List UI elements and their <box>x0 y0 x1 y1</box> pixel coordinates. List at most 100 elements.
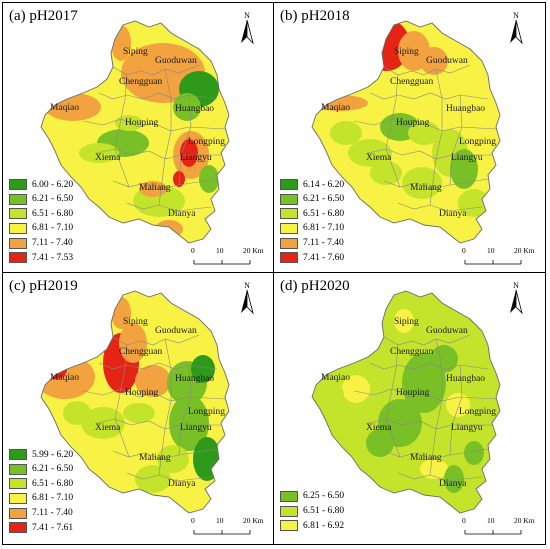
town-label: Houping <box>396 118 430 128</box>
town-label: Houping <box>396 388 430 398</box>
legend-label: 6.51 - 6.80 <box>303 506 345 517</box>
legend-swatch <box>280 222 298 234</box>
legend-swatch <box>9 522 27 534</box>
town-label: Siping <box>123 317 148 327</box>
legend-swatch <box>9 463 27 475</box>
scale-tick-label: 10 <box>487 246 495 255</box>
legend: 6.25 - 6.50 6.51 - 6.80 6.81 - 6.92 <box>280 489 344 533</box>
north-arrow-icon: N <box>236 279 258 315</box>
ph-zone <box>420 47 448 75</box>
legend-swatch <box>9 252 27 264</box>
legend-label: 5.99 - 6.20 <box>32 449 74 460</box>
town-label: Maliang <box>139 453 171 463</box>
legend-item: 7.41 - 7.53 <box>9 250 73 265</box>
figure-frame <box>2 2 546 545</box>
legend-label: 6.51 - 6.80 <box>303 208 345 219</box>
legend-item: 6.21 - 6.50 <box>9 462 73 477</box>
legend-label: 6.21 - 6.50 <box>303 194 345 205</box>
legend-item: 7.11 - 7.40 <box>9 236 73 251</box>
ph-zone <box>342 375 370 403</box>
town-label: Siping <box>394 47 419 57</box>
town-label: Xiema <box>95 153 121 163</box>
subdistrict-boundary <box>353 388 497 402</box>
legend: 6.00 - 6.20 6.21 - 6.50 6.51 - 6.80 6.81 - … <box>9 177 73 265</box>
choropleth-map: Siping Guoduwan Chengguan Maqiao Huangbao Hou… <box>40 290 230 514</box>
town-label: Xiema <box>366 153 392 163</box>
town-label: Houping <box>125 118 159 128</box>
legend-swatch <box>280 520 298 532</box>
legend-item: 6.51 - 6.80 <box>9 207 73 222</box>
north-label: N <box>513 11 519 20</box>
legend-swatch <box>280 193 298 205</box>
town-label: Longping <box>188 137 225 147</box>
ph-zone <box>444 465 464 493</box>
town-label: Guoduwan <box>155 56 197 66</box>
town-label: Dianya <box>439 209 467 219</box>
ph-zone <box>420 459 448 479</box>
legend-swatch <box>9 179 27 191</box>
ph-zone <box>199 165 219 193</box>
town-label: Guoduwan <box>426 56 468 66</box>
town-label: Longping <box>459 137 496 147</box>
town-label: Longping <box>459 407 496 417</box>
legend-label: 7.41 - 7.61 <box>32 522 74 533</box>
ph-zone <box>193 437 221 481</box>
scale-bar: 0 10 20 Km <box>462 246 535 268</box>
choropleth-map: Siping Guoduwan Chengguan Maqiao Huangbao Hou… <box>311 20 501 244</box>
subdistrict-boundary <box>369 92 489 100</box>
subdistrict-boundary <box>178 94 192 186</box>
ph-zone <box>115 115 143 131</box>
subdistrict-boundary <box>114 344 130 458</box>
town-label: Liangyu <box>451 423 483 433</box>
county-outline <box>40 20 230 244</box>
town-label: Maqiao <box>321 373 350 383</box>
town-label: Liangyu <box>180 153 212 163</box>
subdistrict-boundary <box>158 68 172 206</box>
legend-item: 6.81 - 7.10 <box>280 221 344 236</box>
legend-swatch <box>9 237 27 249</box>
ph-zone <box>135 465 171 493</box>
ph-zone <box>366 429 394 457</box>
subdistrict-boundary <box>369 362 489 370</box>
scale-bar: 0 10 20 Km <box>191 516 264 538</box>
scale-tick-label: 20 Km <box>514 246 535 255</box>
town-label: Houping <box>125 388 159 398</box>
town-label: Maqiao <box>50 373 79 383</box>
town-label: Liangyu <box>180 423 212 433</box>
subdistrict-boundary <box>178 364 192 456</box>
legend-label: 6.81 - 7.10 <box>32 493 74 504</box>
legend-item: 6.00 - 6.20 <box>9 177 73 192</box>
ph-zone <box>157 445 189 473</box>
ph-zone <box>79 143 119 163</box>
subdistrict-boundary <box>383 178 489 190</box>
legend-swatch <box>280 208 298 220</box>
legend-swatch <box>9 193 27 205</box>
town-label: Huangbao <box>446 104 485 114</box>
subdistrict-boundary <box>429 338 443 476</box>
ph-zone <box>330 121 362 145</box>
ph-zone <box>63 401 91 425</box>
choropleth-map: Siping Guoduwan Chengguan Maqiao Huangbao Hou… <box>311 290 501 514</box>
ph-zone <box>139 181 167 197</box>
subdistrict-boundary <box>98 92 218 100</box>
legend-swatch <box>9 492 27 504</box>
town-label: Liangyu <box>451 153 483 163</box>
subdistrict-boundary <box>449 94 463 186</box>
panel-title: (b) pH2018 <box>280 8 350 24</box>
ph-zone <box>324 383 344 407</box>
county-outline <box>311 290 501 514</box>
legend-item: 6.21 - 6.50 <box>280 192 344 207</box>
subdistrict-boundary <box>112 448 218 460</box>
legend-label: 7.11 - 7.40 <box>32 238 73 249</box>
map-panel-2019: Siping Guoduwan Chengguan Maqiao Huangbao Hou… <box>3 273 273 542</box>
town-label: Dianya <box>168 479 196 489</box>
ph-zone <box>354 47 370 63</box>
ph-zone <box>135 365 171 397</box>
subdistrict-boundary <box>429 68 443 206</box>
town-label: Chengguan <box>119 347 163 357</box>
legend-item: 6.51 - 6.80 <box>280 207 344 222</box>
legend-swatch <box>9 449 27 461</box>
ph-zone <box>464 441 484 465</box>
legend-label: 7.41 - 7.53 <box>32 252 74 263</box>
ph-zone <box>348 139 392 167</box>
